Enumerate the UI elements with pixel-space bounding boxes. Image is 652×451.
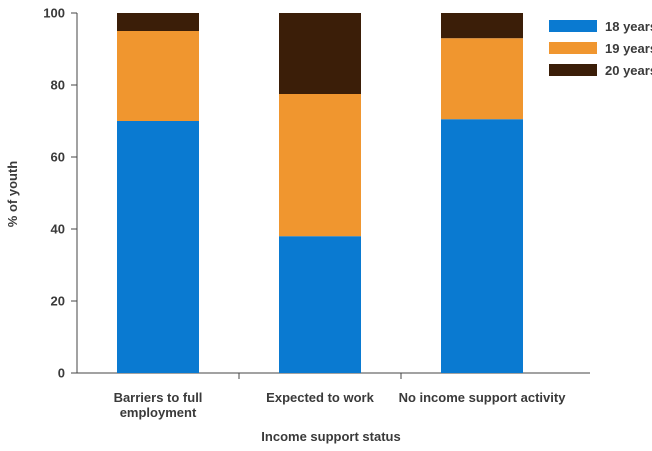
bar-segment: [117, 121, 199, 373]
category-label-line: No income support activity: [399, 390, 567, 405]
legend-swatch: [549, 42, 597, 54]
bars: [117, 13, 523, 373]
bar-segment: [279, 236, 361, 373]
legend-label: 20 years: [605, 63, 652, 78]
category-label: Expected to work: [266, 390, 374, 405]
bar-segment: [117, 31, 199, 121]
x-axis-title: Income support status: [261, 429, 400, 444]
x-axis: Barriers to full employment Expected to wo…: [77, 372, 590, 420]
legend-swatch: [549, 20, 597, 32]
y-tick-label: 100: [43, 6, 65, 21]
category-label-line: employment: [120, 405, 197, 420]
bar-segment: [441, 119, 523, 373]
category-label-line: Expected to work: [266, 390, 374, 405]
legend-swatch: [549, 64, 597, 76]
y-tick-label: 80: [51, 78, 65, 93]
y-axis-title: % of youth: [5, 161, 20, 227]
y-tick-label: 0: [58, 366, 65, 381]
bar-segment: [279, 13, 361, 94]
legend-label: 19 years: [605, 41, 652, 56]
bar-segment: [441, 38, 523, 120]
y-axis: 0 20 40 60 80 100: [43, 6, 78, 381]
bar-segment: [279, 94, 361, 237]
legend: 18 years 19 years 20 years: [549, 19, 652, 78]
y-tick-label: 20: [51, 294, 65, 309]
y-tick-label: 40: [51, 222, 65, 237]
legend-label: 18 years: [605, 19, 652, 34]
bar-segment: [117, 13, 199, 31]
category-label: Barriers to full employment: [114, 390, 203, 420]
category-label: No income support activity: [399, 390, 567, 405]
bar-segment: [441, 13, 523, 39]
y-tick-label: 60: [51, 150, 65, 165]
category-label-line: Barriers to full: [114, 390, 203, 405]
